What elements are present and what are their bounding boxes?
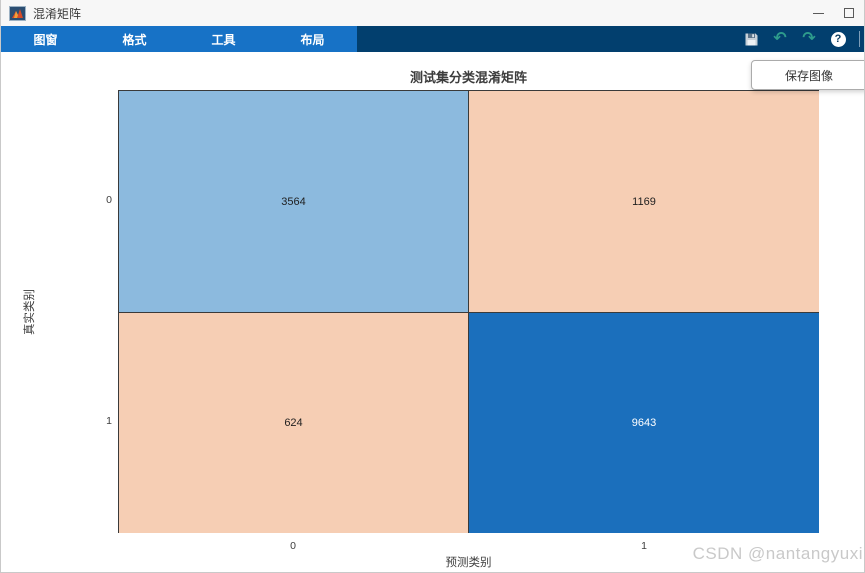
toolbar: 图窗 格式 工具 布局 ↶ ↷ ? xyxy=(1,26,864,52)
chart-title: 测试集分类混淆矩阵 xyxy=(409,70,527,85)
maximize-button[interactable] xyxy=(844,8,854,18)
tab-figure[interactable]: 图窗 xyxy=(33,32,58,47)
y-tick-1: 1 xyxy=(106,415,112,427)
window-title: 混淆矩阵 xyxy=(33,6,82,21)
undo-icon[interactable]: ↶ xyxy=(773,30,787,47)
y-tick-0: 0 xyxy=(106,194,112,206)
matlab-icon xyxy=(9,5,26,21)
matrix-cell-0-1: 1169 xyxy=(469,91,819,312)
toolbar-actions: ↶ ↷ ? xyxy=(741,26,860,52)
matrix-cell-1-1: 9643 xyxy=(469,313,819,533)
figure-canvas: 测试集分类混淆矩阵 3564 1169 624 9643 0 1 0 1 真实类… xyxy=(1,52,864,572)
save-image-label: 保存图像 xyxy=(784,68,833,83)
save-icon[interactable] xyxy=(741,29,761,49)
x-tick-1: 1 xyxy=(641,540,647,552)
toolbar-divider xyxy=(859,31,860,47)
save-image-menu[interactable]: 保存图像 xyxy=(751,60,864,90)
tab-format[interactable]: 格式 xyxy=(122,32,147,47)
minimize-button[interactable] xyxy=(813,12,824,14)
x-axis-label: 预测类别 xyxy=(445,557,492,569)
matrix-cell-0-0: 3564 xyxy=(119,91,468,312)
confusion-matrix-plot[interactable]: 3564 1169 624 9643 xyxy=(118,90,819,533)
tab-layout[interactable]: 布局 xyxy=(300,32,325,47)
matrix-cell-1-0: 624 xyxy=(119,313,468,533)
tab-tools[interactable]: 工具 xyxy=(211,32,236,47)
watermark: CSDN @nantangyuxi xyxy=(692,544,863,563)
toolbar-tabs: 图窗 格式 工具 布局 xyxy=(1,26,357,52)
y-axis-label: 真实类别 xyxy=(24,289,36,335)
title-bar: 混淆矩阵 xyxy=(1,0,864,26)
help-icon[interactable]: ? xyxy=(828,29,848,49)
x-tick-0: 0 xyxy=(290,540,296,552)
redo-icon[interactable]: ↷ xyxy=(802,30,816,47)
